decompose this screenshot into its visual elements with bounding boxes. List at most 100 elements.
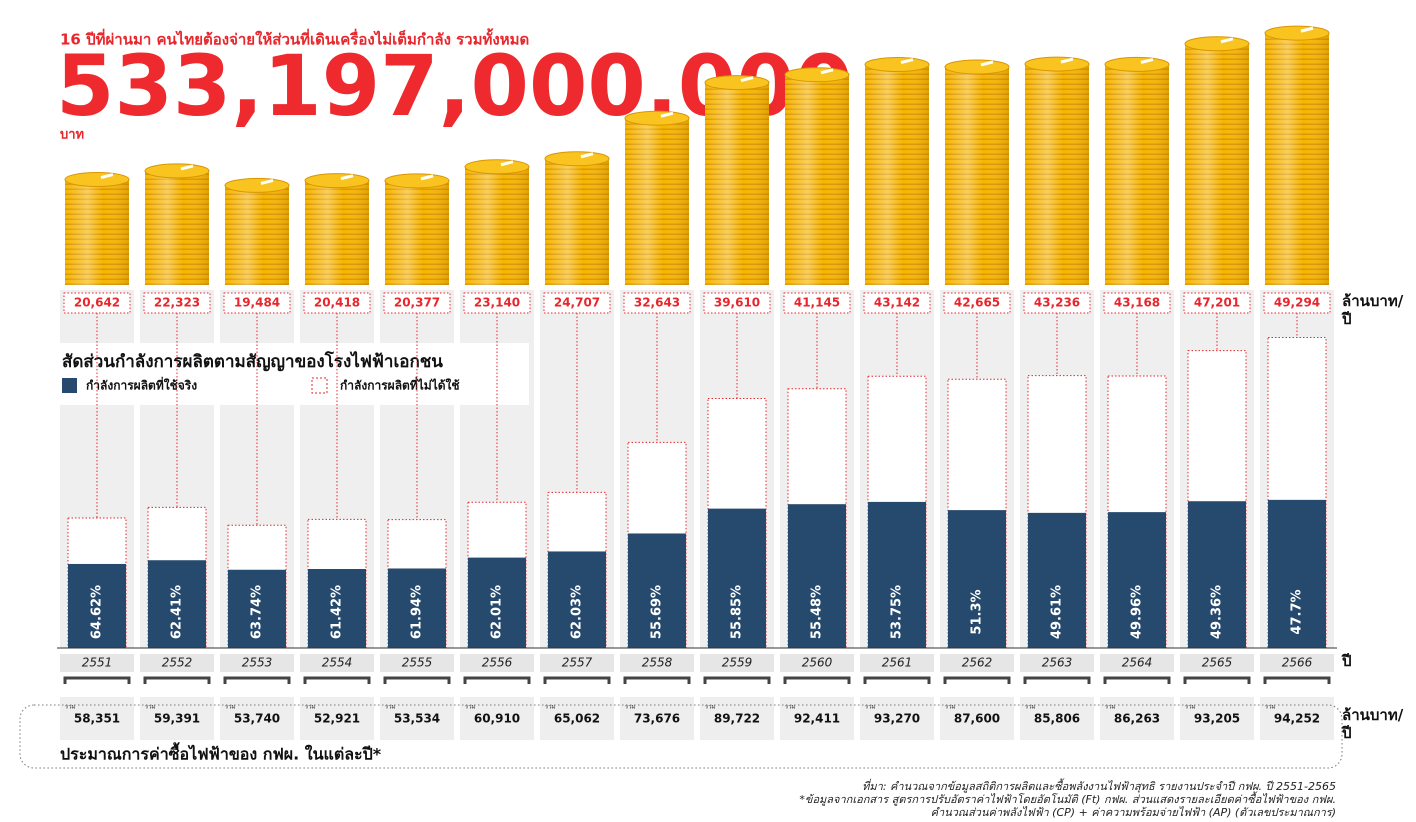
- value-label: 43,168: [1114, 296, 1160, 310]
- total-prefix: รวม: [865, 704, 876, 711]
- legend-bg: [57, 343, 529, 405]
- value-label: 20,642: [74, 296, 120, 310]
- year-box: [1020, 654, 1094, 672]
- coin-mark: [980, 60, 994, 67]
- note: *ข้อมูลจากเอกสาร สูตรการปรับอัตราค่าไฟฟ้…: [799, 793, 1336, 806]
- bar-value-label: 49.96%: [1130, 585, 1145, 639]
- bracket: [303, 676, 371, 684]
- x-tick-label: 2551: [82, 656, 113, 670]
- x-tick-label: 2552: [162, 656, 193, 670]
- value-box: [463, 292, 531, 314]
- value-label: 32,643: [634, 296, 680, 310]
- bar-value-label: 55.85%: [730, 585, 745, 639]
- year-box: [300, 654, 374, 672]
- bar-value-label: 61.94%: [410, 585, 425, 639]
- year-box: [940, 654, 1014, 672]
- coin-shine: [225, 185, 289, 285]
- coin-mark: [1220, 37, 1234, 44]
- year-box: [1260, 654, 1334, 672]
- value-label: 22,323: [154, 296, 200, 310]
- coin-top: [704, 75, 770, 91]
- total-box: [700, 697, 774, 740]
- total-box: [220, 697, 294, 740]
- year-box: [620, 654, 694, 672]
- value-label: 49,294: [1274, 296, 1320, 310]
- total-prefix: รวม: [305, 704, 316, 711]
- x-tick-label: 2566: [1282, 656, 1313, 670]
- bracket: [143, 676, 211, 684]
- x-axis-label: ปี: [1342, 652, 1352, 670]
- bracket: [383, 676, 451, 684]
- total-unit: บาท: [60, 128, 84, 143]
- total-prefix: รวม: [65, 704, 76, 711]
- year-box: [700, 654, 774, 672]
- coin-top: [544, 151, 610, 167]
- note: ที่มา: คำนวณจากข้อมูลสถิติการผลิตและซื้อ…: [862, 780, 1336, 793]
- capacity-used: [708, 508, 766, 648]
- total-value-label: 93,205: [1194, 712, 1240, 726]
- total-prefix: รวม: [465, 704, 476, 711]
- capacity-used: [948, 510, 1006, 648]
- bracket: [463, 676, 531, 684]
- coin-top: [224, 177, 290, 193]
- bracket: [783, 676, 851, 684]
- notes: ที่มา: คำนวณจากข้อมูลสถิติการผลิตและซื้อ…: [799, 780, 1336, 819]
- coin-shine: [65, 179, 129, 285]
- total-prefix: รวม: [625, 704, 636, 711]
- value-box: [1263, 292, 1331, 314]
- total-value-label: 60,910: [474, 712, 520, 726]
- capacity-used: [388, 568, 446, 648]
- coin-mark: [1060, 57, 1074, 64]
- capacity-used: [868, 501, 926, 648]
- value-box: [543, 292, 611, 314]
- total-box: [860, 697, 934, 740]
- year-box: [60, 654, 134, 672]
- capacity-used: [548, 551, 606, 648]
- value-box: [223, 292, 291, 314]
- capacity-used: [1028, 512, 1086, 648]
- bracket: [1023, 676, 1091, 684]
- coin-top: [1264, 25, 1330, 41]
- plot: สัดส่วนกำลังการผลิตตามสัญญาของโรงไฟฟ้าเอ…: [57, 25, 1337, 740]
- capacity-used: [1188, 501, 1246, 648]
- value-box: [303, 292, 371, 314]
- coin-top: [1184, 36, 1250, 52]
- legend-swatch: [62, 378, 77, 393]
- bar-value-label: 64.62%: [90, 585, 105, 639]
- coin-mark: [740, 76, 754, 83]
- year-box: [220, 654, 294, 672]
- bar-value-label: 62.41%: [170, 585, 185, 639]
- year-box: [860, 654, 934, 672]
- value-box: [1103, 292, 1171, 314]
- x-tick-label: 2563: [1042, 656, 1073, 670]
- value-label: 19,484: [234, 296, 280, 310]
- coin-mark: [180, 164, 194, 171]
- capacity-used: [148, 560, 206, 648]
- total-box: [780, 697, 854, 740]
- bracket: [623, 676, 691, 684]
- bracket: [703, 676, 771, 684]
- coin-mark: [260, 178, 274, 185]
- year-box: [780, 654, 854, 672]
- coin-shine: [865, 64, 929, 286]
- bracket: [1183, 676, 1251, 684]
- x-tick-label: 2556: [482, 656, 513, 670]
- bar-value-label: 47.7%: [1290, 589, 1305, 634]
- note: คำนวณส่วนค่าพลังไฟฟ้า (CP) + ค่าความพร้อ…: [930, 806, 1336, 819]
- total-prefix: รวม: [945, 704, 956, 711]
- total-value-label: 58,351: [74, 712, 120, 726]
- capacity-used: [1108, 512, 1166, 648]
- bracket: [63, 676, 131, 684]
- value-label: 43,142: [874, 296, 920, 310]
- unit-label: ล้านบาท/ ปี: [1342, 706, 1404, 742]
- x-tick-label: 2555: [402, 656, 433, 670]
- total-box: [1100, 697, 1174, 740]
- coin-top: [624, 110, 690, 126]
- coin-shine: [1025, 64, 1089, 285]
- total-value-label: 65,062: [554, 712, 600, 726]
- coin-shine: [1265, 33, 1329, 285]
- x-tick-label: 2558: [642, 656, 673, 670]
- year-box: [540, 654, 614, 672]
- coin-top: [1104, 56, 1170, 72]
